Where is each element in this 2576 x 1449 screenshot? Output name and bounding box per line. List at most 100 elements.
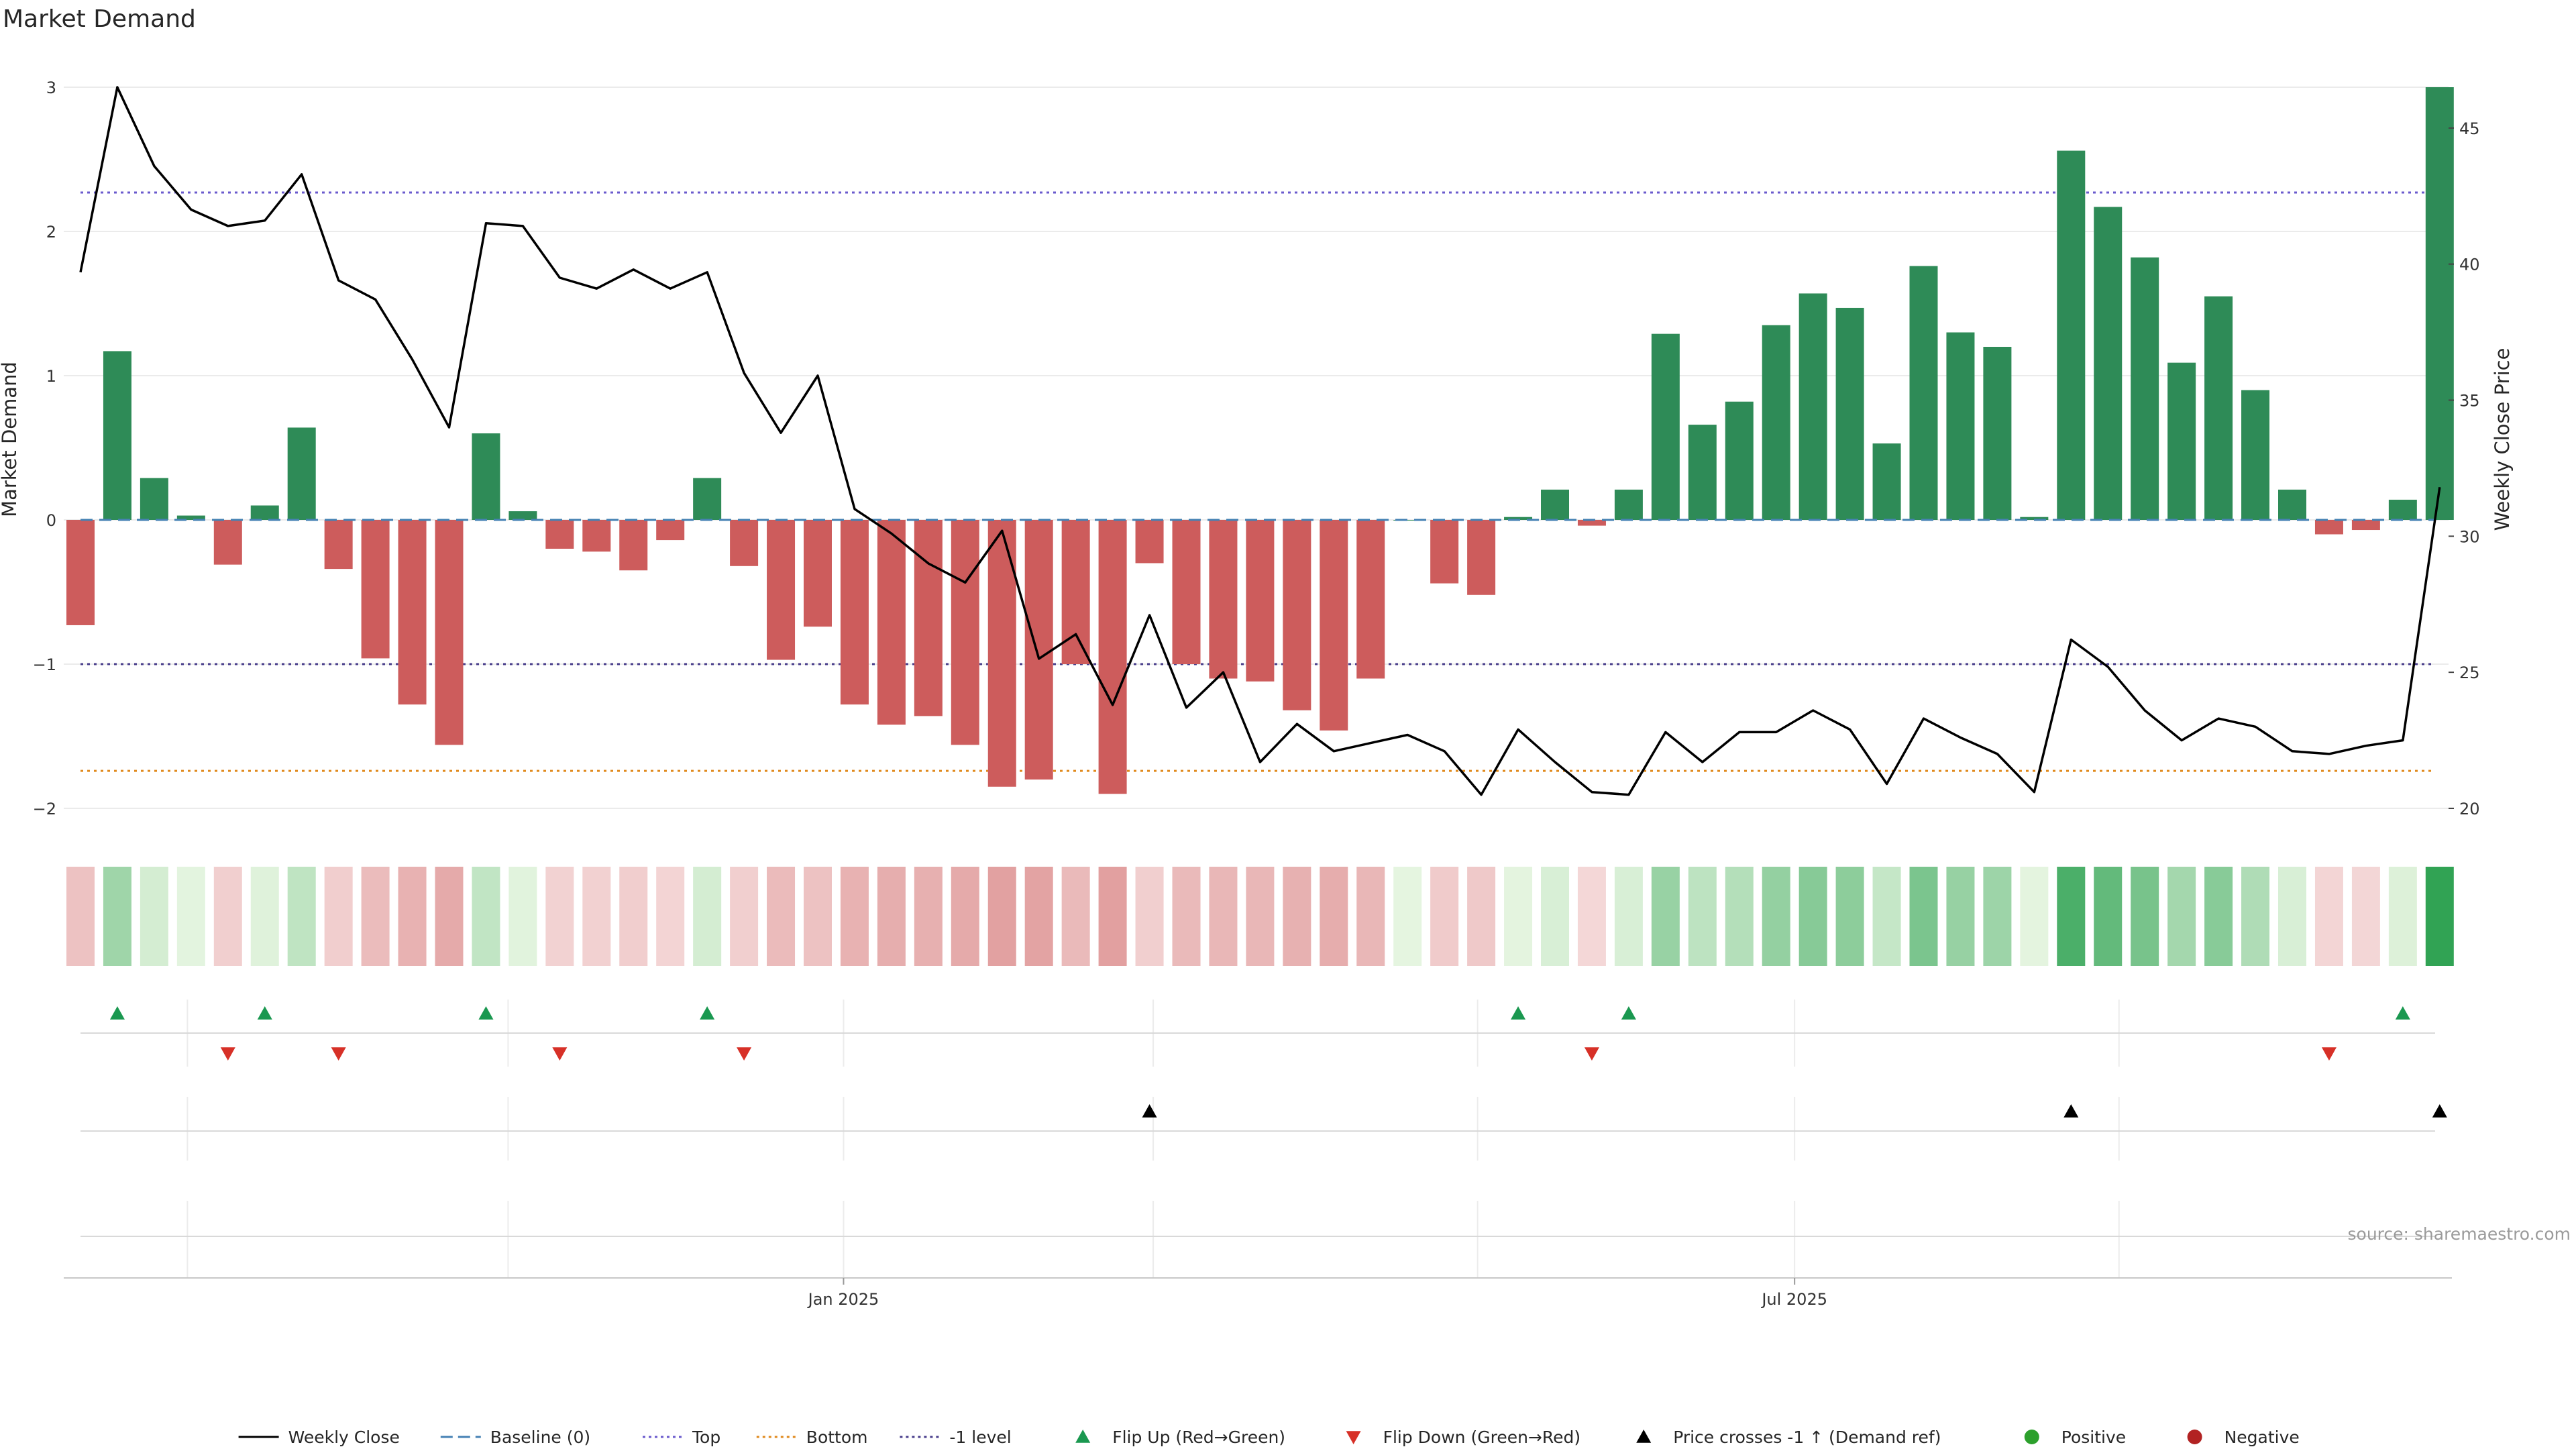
legend-label: -1 level xyxy=(949,1428,1011,1447)
y-tick-label: 3 xyxy=(46,78,56,97)
heat-cell xyxy=(1283,867,1311,966)
demand-bar xyxy=(545,520,574,549)
demand-bar xyxy=(877,520,906,725)
y2-axis-label: Weekly Close Price xyxy=(2491,348,2514,531)
flip-up-marker xyxy=(109,1006,125,1020)
heat-cell xyxy=(1983,867,2012,966)
y2-tick-label: 25 xyxy=(2459,663,2480,682)
demand-bar xyxy=(1024,520,1053,780)
y-tick-label: 0 xyxy=(46,511,56,530)
heat-cell xyxy=(804,867,832,966)
demand-bar xyxy=(1541,489,1569,520)
price-cross-marker xyxy=(2063,1104,2079,1118)
demand-bar xyxy=(619,520,648,571)
legend-label: Price crosses -1 ↑ (Demand ref) xyxy=(1673,1428,1941,1447)
heat-cell xyxy=(767,867,796,966)
heat-cell xyxy=(2425,867,2454,966)
heat-cell xyxy=(1946,867,1975,966)
demand-bar xyxy=(1799,293,1827,520)
heat-cell xyxy=(324,867,353,966)
heat-cell xyxy=(1209,867,1238,966)
demand-bar xyxy=(1209,520,1238,679)
heat-cell xyxy=(914,867,943,966)
demand-bar xyxy=(987,520,1016,787)
heat-cell xyxy=(951,867,979,966)
demand-bar xyxy=(1614,489,1643,520)
demand-bar xyxy=(213,520,242,565)
heat-cell xyxy=(2278,867,2306,966)
demand-bar xyxy=(1504,517,1533,520)
heat-cell xyxy=(435,867,464,966)
heat-cell xyxy=(250,867,279,966)
demand-bar xyxy=(2057,150,2086,521)
heat-cell xyxy=(1246,867,1275,966)
demand-bar xyxy=(2020,517,2049,520)
y-axis-label: Market Demand xyxy=(0,362,21,517)
heat-cell xyxy=(103,867,131,966)
demand-bar xyxy=(1356,520,1385,679)
demand-bar xyxy=(361,520,390,659)
heat-cell xyxy=(1061,867,1090,966)
legend-item: Flip Down (Green→Red) xyxy=(1346,1428,1580,1447)
flip-down-marker xyxy=(552,1047,568,1061)
legend-label: Positive xyxy=(2061,1428,2126,1447)
demand-bar xyxy=(1061,520,1090,664)
heat-cell xyxy=(1614,867,1643,966)
heat-cell xyxy=(877,867,906,966)
legend-swatch xyxy=(1346,1431,1361,1444)
weekly-close-line-group xyxy=(79,86,2441,796)
flip-down-marker xyxy=(331,1047,346,1061)
heat-cell xyxy=(2314,867,2343,966)
legend-item: Bottom xyxy=(756,1428,868,1447)
heat-cell xyxy=(730,867,759,966)
legend-swatch xyxy=(1636,1430,1652,1443)
demand-bar xyxy=(2131,257,2159,520)
flip-down-marker xyxy=(220,1047,235,1061)
heat-cell xyxy=(2351,867,2380,966)
demand-bar xyxy=(103,351,131,520)
y2-tick-label: 30 xyxy=(2459,527,2480,546)
price-cross-marker xyxy=(1142,1104,1157,1118)
demand-bar xyxy=(1909,266,1938,520)
heat-cell xyxy=(582,867,611,966)
flip-down-marker xyxy=(2321,1047,2337,1061)
heat-cell xyxy=(1098,867,1127,966)
left-axis-ticks: 3 2 1 0 −1 −2 xyxy=(33,78,56,818)
heat-cell xyxy=(213,867,242,966)
demand-bar xyxy=(472,433,500,520)
legend-item: Weekly Close xyxy=(238,1428,400,1447)
demand-bar xyxy=(1246,520,1275,682)
legend-item: Negative xyxy=(2187,1428,2300,1447)
legend-item: -1 level xyxy=(900,1428,1012,1447)
demand-bar xyxy=(1983,347,2012,520)
demand-bar xyxy=(1098,520,1127,794)
demand-bar xyxy=(66,520,95,625)
y2-tick-label: 45 xyxy=(2459,119,2480,138)
heat-cell xyxy=(1725,867,1754,966)
demand-bar xyxy=(2204,296,2233,520)
heat-cell xyxy=(508,867,537,966)
heat-cell xyxy=(1172,867,1201,966)
demand-bar xyxy=(1651,333,1680,520)
heat-cell xyxy=(176,867,205,966)
y-tick-label: −1 xyxy=(33,655,56,674)
demand-bar xyxy=(1393,520,1422,521)
heat-cell xyxy=(1577,867,1606,966)
demand-bar xyxy=(1688,425,1717,520)
price-cross-marker xyxy=(2432,1104,2447,1118)
heat-cell xyxy=(1356,867,1385,966)
demand-bar xyxy=(2388,499,2417,520)
heat-cell xyxy=(140,867,168,966)
legend-label: Flip Up (Red→Green) xyxy=(1112,1428,1285,1447)
legend-label: Negative xyxy=(2224,1428,2300,1447)
demand-bar xyxy=(1762,325,1790,520)
demand-bar xyxy=(1430,520,1459,584)
heat-cell xyxy=(1651,867,1680,966)
heat-cell xyxy=(1135,867,1164,966)
demand-bar xyxy=(1835,307,1864,520)
heat-cell xyxy=(1024,867,1053,966)
demand-bar xyxy=(840,520,869,705)
heat-cell xyxy=(1320,867,1348,966)
demand-bar xyxy=(951,520,979,745)
